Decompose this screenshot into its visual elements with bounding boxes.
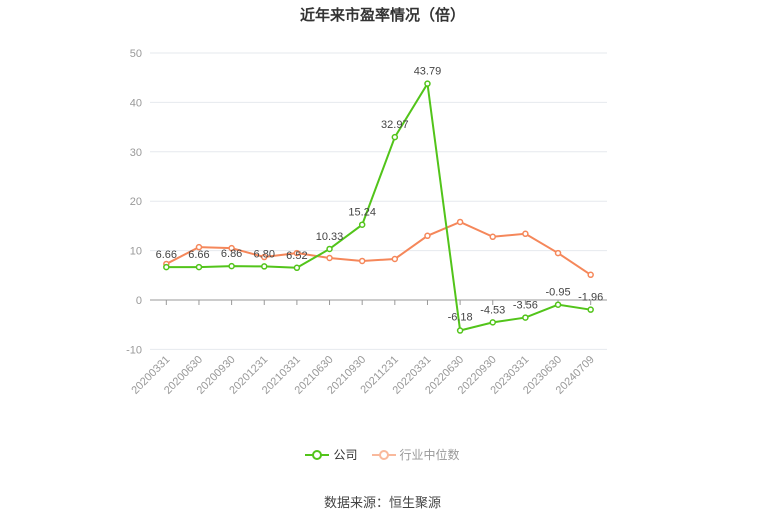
x-axis: 2020033120200630202009302020123120210331… [129,300,597,397]
data-label: -0.95 [545,287,570,299]
data-point[interactable] [358,221,366,228]
data-label: -4.53 [480,304,505,316]
y-tick-label: -10 [126,344,142,356]
data-point[interactable] [293,249,301,257]
data-point[interactable] [424,80,431,87]
y-tick-label: 50 [130,48,142,60]
data-point[interactable] [456,327,464,334]
data-point[interactable] [554,249,562,257]
legend-label-industry: 行业中位数 [399,448,460,462]
legend-label-company: 公司 [333,448,358,462]
data-label: 32.97 [381,119,409,131]
data-point[interactable] [326,254,333,262]
data-label: 6.86 [221,248,242,260]
data-point[interactable] [326,245,333,253]
data-point[interactable] [587,271,594,279]
data-label: -6.18 [448,312,473,324]
data-point[interactable] [163,263,170,271]
y-axis: -10 0 10 20 30 40 50 [126,48,142,356]
data-label: 15.24 [348,207,376,219]
data-source: 数据来源：恒生聚源 [323,496,441,511]
data-point[interactable] [489,233,496,241]
data-point[interactable] [522,230,529,238]
legend-item-company[interactable]: 公司 [305,446,358,463]
legend-company-line-icon [305,449,330,460]
data-label: 6.80 [254,248,275,260]
data-point[interactable] [358,257,366,265]
data-labels: 6.66 6.66 6.86 6.80 6.52 10.33 15.24 32.97 43.79… [156,66,604,324]
data-point[interactable] [587,306,594,313]
data-label: 6.66 [188,249,209,261]
data-point[interactable] [489,319,496,326]
y-tick-label: 20 [130,196,142,208]
legend-industry-line-icon [371,449,396,460]
y-tick-label: 0 [136,295,142,307]
data-label: -3.56 [513,300,538,312]
data-point[interactable] [456,218,464,226]
data-point[interactable] [261,263,268,270]
data-point[interactable] [195,263,203,271]
grid-lines [150,52,607,350]
company-line [166,80,591,332]
data-point[interactable] [228,262,235,270]
legend: 公司 行业中位数 [0,446,765,463]
legend-item-industry[interactable]: 行业中位数 [371,446,460,463]
y-tick-label: 30 [130,147,142,159]
series-lines [163,80,594,334]
data-point[interactable] [554,301,562,308]
data-label: 6.66 [156,249,177,261]
chart-title: 近年来市盈率情况（倍） [299,6,465,24]
data-label: 6.52 [286,250,307,262]
data-point[interactable] [391,133,399,141]
data-label: 10.33 [316,231,344,243]
data-point[interactable] [261,253,268,261]
y-tick-label: 10 [130,246,142,258]
data-label: -1.96 [578,292,603,304]
data-point[interactable] [293,264,301,272]
data-label: 43.79 [414,66,442,78]
data-point[interactable] [228,244,235,252]
data-point[interactable] [424,232,431,240]
y-tick-label: 40 [130,97,142,109]
data-point[interactable] [195,243,203,251]
data-point[interactable] [391,255,399,263]
data-point[interactable] [522,314,529,321]
industry-line [165,220,592,276]
